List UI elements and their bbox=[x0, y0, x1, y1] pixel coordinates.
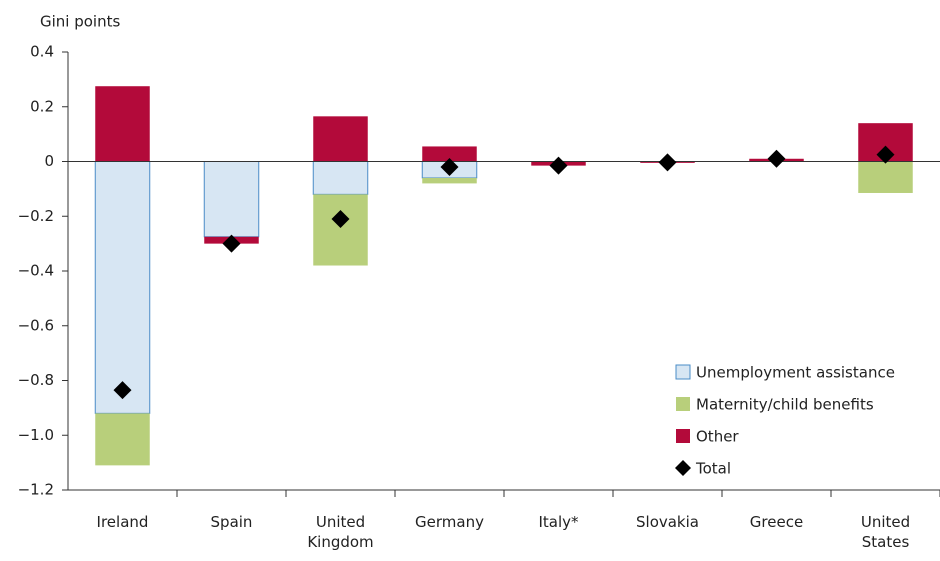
bar bbox=[422, 177, 477, 184]
bar bbox=[312, 161, 369, 195]
y-tick-label: 0 bbox=[44, 152, 54, 170]
total-marker bbox=[440, 157, 459, 176]
total-marker bbox=[549, 156, 568, 175]
y-tick-label: −1.2 bbox=[18, 481, 54, 499]
legend-swatch bbox=[676, 397, 690, 411]
y-tick-label: −0.2 bbox=[18, 207, 54, 225]
y-axis-label: Gini points bbox=[40, 13, 120, 31]
x-tick-label: Greece bbox=[749, 513, 804, 531]
bar bbox=[313, 194, 368, 266]
bar bbox=[95, 413, 150, 466]
legend-label: Maternity/child benefits bbox=[696, 396, 874, 414]
total-marker bbox=[331, 209, 350, 228]
x-tick-label: Italy* bbox=[538, 513, 579, 531]
bar bbox=[95, 86, 150, 162]
bar bbox=[858, 161, 913, 193]
bar bbox=[203, 161, 260, 238]
y-tick-label: 0.4 bbox=[30, 43, 54, 61]
y-tick-label: −0.6 bbox=[18, 316, 54, 334]
legend-label: Total bbox=[695, 460, 731, 478]
total-marker bbox=[876, 145, 895, 164]
y-tick-label: −1.0 bbox=[18, 426, 54, 444]
x-tick-label: United Kingdom bbox=[307, 513, 374, 551]
bar bbox=[94, 161, 151, 414]
x-tick-label: Spain bbox=[210, 513, 253, 531]
x-tick-label: Ireland bbox=[96, 513, 149, 531]
legend-label: Unemployment assistance bbox=[696, 364, 895, 382]
total-marker bbox=[658, 153, 677, 172]
bar bbox=[313, 116, 368, 162]
total-marker bbox=[222, 234, 241, 253]
legend-swatch bbox=[675, 364, 691, 380]
x-tick-label: Slovakia bbox=[636, 513, 699, 531]
total-marker bbox=[767, 149, 786, 168]
total-marker bbox=[113, 381, 132, 400]
y-tick-label: −0.4 bbox=[18, 262, 54, 280]
y-tick-label: −0.8 bbox=[18, 371, 54, 389]
y-tick-label: 0.2 bbox=[30, 97, 54, 115]
legend-label: Other bbox=[696, 428, 739, 446]
x-tick-label: Germany bbox=[415, 513, 484, 531]
legend-swatch bbox=[675, 460, 691, 476]
bar bbox=[422, 146, 477, 162]
legend-swatch bbox=[676, 429, 690, 443]
x-tick-label: United States bbox=[860, 513, 911, 551]
